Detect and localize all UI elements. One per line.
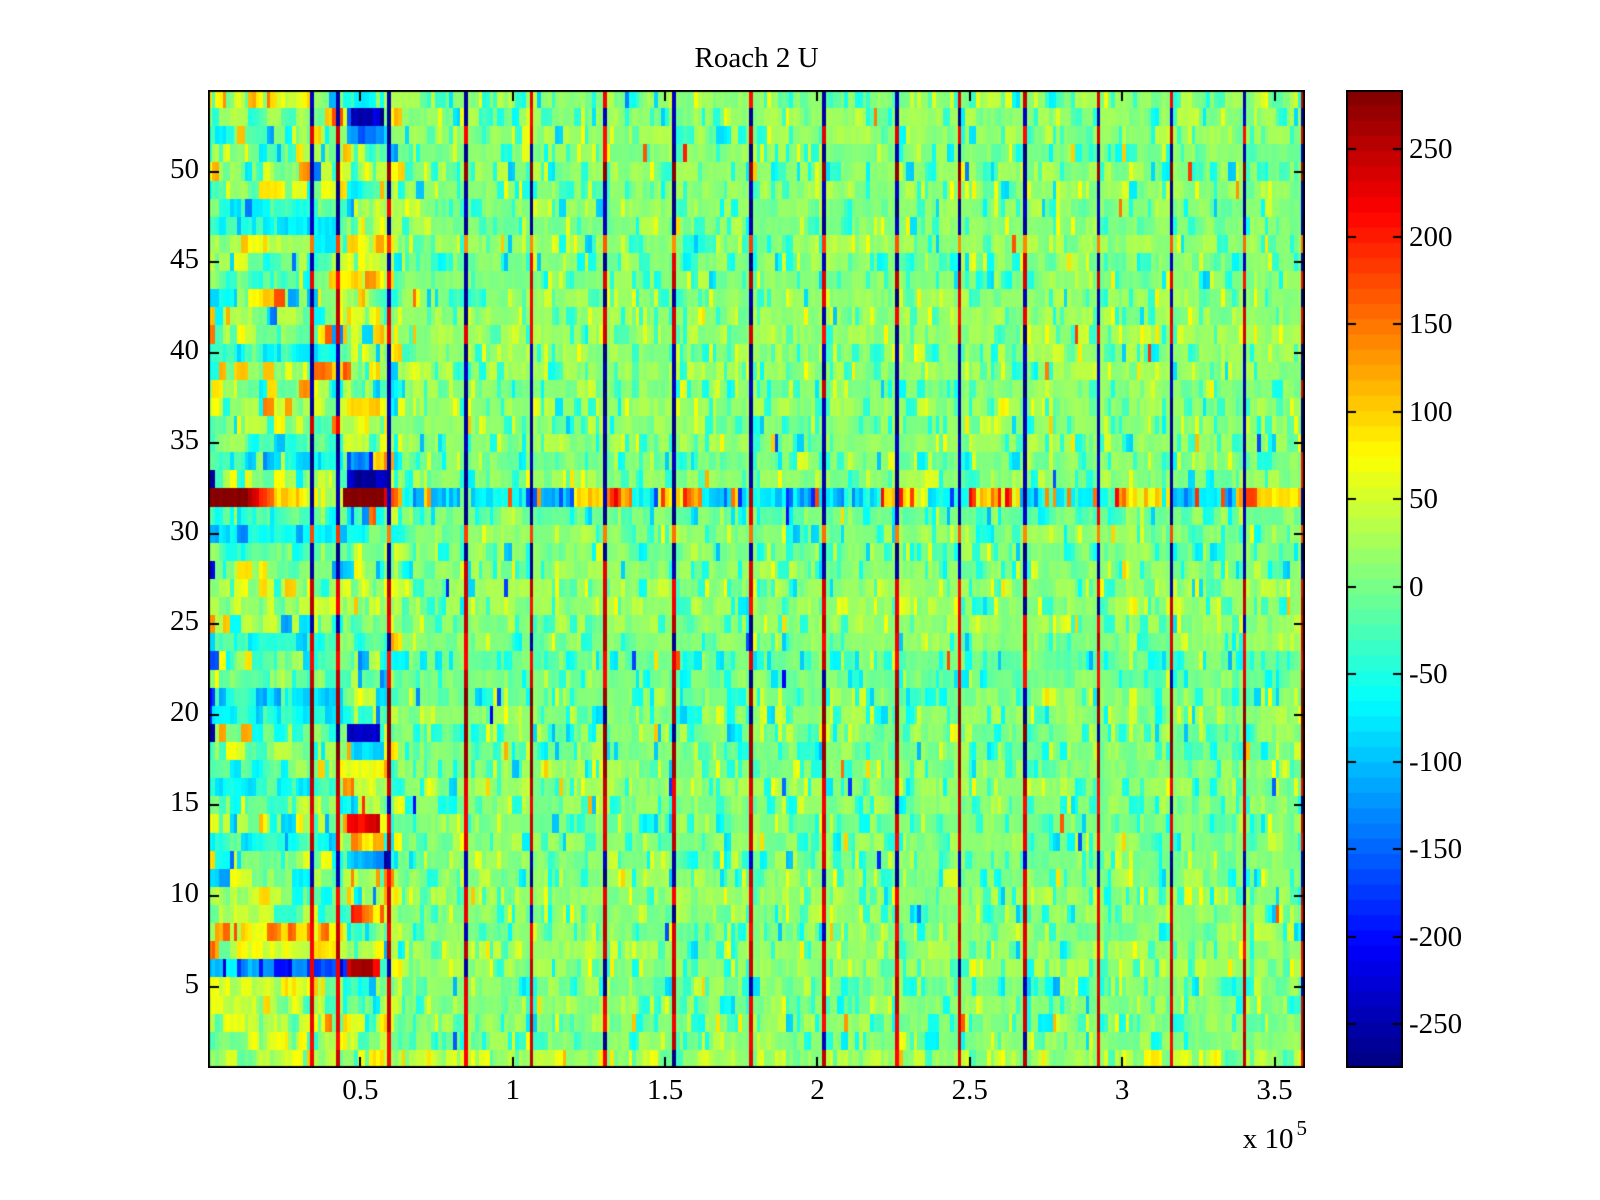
colorbar-tick-label: -200 bbox=[1409, 920, 1463, 953]
colorbar-tick-label: -150 bbox=[1409, 833, 1463, 866]
colorbar-tick-label: -100 bbox=[1409, 745, 1463, 778]
y-tick-label: 30 bbox=[170, 514, 199, 547]
x-tick-label: 2 bbox=[810, 1074, 825, 1106]
y-tick-label: 40 bbox=[170, 333, 199, 366]
x-tick-label: 3.5 bbox=[1256, 1074, 1293, 1106]
colorbar-tick-label: -50 bbox=[1409, 658, 1448, 691]
y-tick-label: 15 bbox=[170, 786, 199, 819]
x-tick-label: 2.5 bbox=[951, 1074, 988, 1106]
colorbar-tick-label: 150 bbox=[1409, 308, 1453, 341]
y-tick-label: 45 bbox=[170, 243, 199, 276]
y-tick-label: 25 bbox=[170, 605, 199, 638]
colorbar-tick-label: 250 bbox=[1409, 133, 1453, 166]
x-tick-label: 1 bbox=[505, 1074, 520, 1106]
y-tick-label: 20 bbox=[170, 695, 199, 728]
x-scale-exponent: 5 bbox=[1296, 1116, 1308, 1140]
y-tick-label: 50 bbox=[170, 152, 199, 185]
x-scale-mantissa: x 10 bbox=[1242, 1123, 1294, 1155]
x-tick-label: 0.5 bbox=[342, 1074, 379, 1106]
colorbar-tick-label: 100 bbox=[1409, 395, 1453, 428]
chart-title: Roach 2 U bbox=[694, 42, 819, 74]
y-tick-label: 35 bbox=[170, 424, 199, 457]
y-tick-label: 5 bbox=[184, 967, 200, 1000]
y-tick-label: 10 bbox=[170, 876, 199, 909]
colorbar-tick-label: 200 bbox=[1409, 220, 1453, 253]
heatmap-plot bbox=[208, 90, 1305, 1068]
x-tick-label: 3 bbox=[1114, 1074, 1130, 1106]
x-tick-label: 1.5 bbox=[646, 1074, 684, 1106]
colorbar bbox=[1346, 90, 1403, 1068]
x-axis-scale-label: x 10 5 bbox=[1187, 1118, 1307, 1156]
colorbar-tick-label: 50 bbox=[1409, 483, 1438, 516]
colorbar-tick-label: -250 bbox=[1409, 1008, 1463, 1041]
colorbar-tick-label: 0 bbox=[1409, 570, 1424, 603]
